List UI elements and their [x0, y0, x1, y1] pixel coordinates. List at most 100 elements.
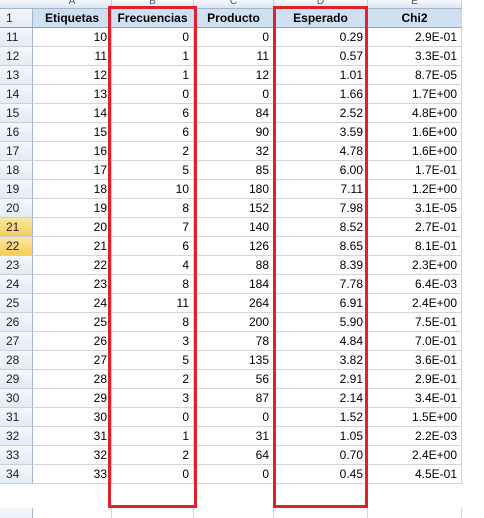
row-number[interactable]: 22 — [0, 237, 33, 256]
row-number[interactable]: 26 — [0, 313, 33, 332]
cell-chi2[interactable]: 4.8E+00 — [368, 104, 462, 123]
cell-chi2[interactable]: 1.2E+00 — [368, 180, 462, 199]
row-number[interactable]: 18 — [0, 161, 33, 180]
cell-chi2[interactable]: 3.1E-05 — [368, 199, 462, 218]
cell-etiquetas[interactable]: 18 — [33, 180, 112, 199]
cell-chi2[interactable]: 6.4E-03 — [368, 275, 462, 294]
header-producto[interactable]: Producto — [194, 9, 274, 28]
row-number[interactable] — [0, 508, 33, 518]
cell-etiquetas[interactable]: 31 — [33, 427, 112, 446]
cell-etiquetas[interactable]: 17 — [33, 161, 112, 180]
cell-etiquetas[interactable]: 15 — [33, 123, 112, 142]
table-cell[interactable] — [194, 508, 274, 518]
cell-etiquetas[interactable]: 19 — [33, 199, 112, 218]
cell-frecuencias[interactable]: 6 — [112, 237, 194, 256]
cell-etiquetas[interactable]: 13 — [33, 85, 112, 104]
cell-etiquetas[interactable]: 23 — [33, 275, 112, 294]
cell-producto[interactable]: 56 — [194, 370, 274, 389]
table-cell[interactable] — [33, 508, 112, 518]
row-number[interactable]: 32 — [0, 427, 33, 446]
cell-etiquetas[interactable]: 33 — [33, 465, 112, 484]
cell-frecuencias[interactable]: 0 — [112, 85, 194, 104]
cell-etiquetas[interactable]: 30 — [33, 408, 112, 427]
row-number[interactable]: 19 — [0, 180, 33, 199]
cell-producto[interactable]: 152 — [194, 199, 274, 218]
header-esperado[interactable]: Esperado — [274, 9, 368, 28]
cell-frecuencias[interactable]: 6 — [112, 123, 194, 142]
cell-producto[interactable]: 84 — [194, 104, 274, 123]
row-number[interactable]: 1 — [0, 9, 33, 28]
cell-frecuencias[interactable]: 0 — [112, 28, 194, 47]
cell-frecuencias[interactable]: 5 — [112, 351, 194, 370]
row-number[interactable]: 14 — [0, 85, 33, 104]
cell-chi2[interactable]: 1.7E+00 — [368, 85, 462, 104]
cell-producto[interactable]: 64 — [194, 446, 274, 465]
cell-frecuencias[interactable]: 1 — [112, 47, 194, 66]
cell-chi2[interactable]: 2.4E+00 — [368, 446, 462, 465]
cell-etiquetas[interactable]: 21 — [33, 237, 112, 256]
cell-chi2[interactable]: 1.6E+00 — [368, 123, 462, 142]
row-number[interactable]: 17 — [0, 142, 33, 161]
cell-etiquetas[interactable]: 12 — [33, 66, 112, 85]
row-number[interactable]: 11 — [0, 28, 33, 47]
cell-frecuencias[interactable]: 0 — [112, 465, 194, 484]
cell-producto[interactable]: 200 — [194, 313, 274, 332]
cell-producto[interactable]: 11 — [194, 47, 274, 66]
table-cell[interactable] — [112, 508, 194, 518]
cell-frecuencias[interactable]: 2 — [112, 446, 194, 465]
cell-producto[interactable]: 78 — [194, 332, 274, 351]
cell-producto[interactable]: 180 — [194, 180, 274, 199]
cell-etiquetas[interactable]: 29 — [33, 389, 112, 408]
cell-chi2[interactable]: 2.4E+00 — [368, 294, 462, 313]
cell-etiquetas[interactable]: 11 — [33, 47, 112, 66]
cell-chi2[interactable]: 3.3E-01 — [368, 47, 462, 66]
column-header-a[interactable]: A — [33, 0, 112, 8]
cell-producto[interactable]: 264 — [194, 294, 274, 313]
cell-frecuencias[interactable]: 3 — [112, 389, 194, 408]
cell-frecuencias[interactable]: 1 — [112, 66, 194, 85]
header-chi2[interactable]: Chi2 — [368, 9, 462, 28]
row-number[interactable]: 15 — [0, 104, 33, 123]
cell-chi2[interactable]: 2.2E-03 — [368, 427, 462, 446]
cell-producto[interactable]: 140 — [194, 218, 274, 237]
row-number[interactable]: 28 — [0, 351, 33, 370]
cell-chi2[interactable]: 2.7E-01 — [368, 218, 462, 237]
row-number[interactable]: 33 — [0, 446, 33, 465]
cell-frecuencias[interactable]: 7 — [112, 218, 194, 237]
row-number[interactable]: 13 — [0, 66, 33, 85]
cell-producto[interactable]: 32 — [194, 142, 274, 161]
cell-chi2[interactable]: 8.1E-01 — [368, 237, 462, 256]
column-header-c[interactable]: C — [194, 0, 274, 8]
row-number[interactable]: 31 — [0, 408, 33, 427]
cell-chi2[interactable]: 8.7E-05 — [368, 66, 462, 85]
cell-producto[interactable]: 85 — [194, 161, 274, 180]
cell-chi2[interactable]: 1.5E+00 — [368, 408, 462, 427]
row-number[interactable]: 27 — [0, 332, 33, 351]
cell-etiquetas[interactable]: 25 — [33, 313, 112, 332]
row-number[interactable]: 20 — [0, 199, 33, 218]
cell-frecuencias[interactable]: 4 — [112, 256, 194, 275]
cell-chi2[interactable]: 1.6E+00 — [368, 142, 462, 161]
cell-producto[interactable]: 12 — [194, 66, 274, 85]
cell-etiquetas[interactable]: 20 — [33, 218, 112, 237]
cell-producto[interactable]: 0 — [194, 85, 274, 104]
cell-chi2[interactable]: 1.7E-01 — [368, 161, 462, 180]
cell-frecuencias[interactable]: 3 — [112, 332, 194, 351]
cell-etiquetas[interactable]: 10 — [33, 28, 112, 47]
header-etiquetas[interactable]: Etiquetas — [33, 9, 112, 28]
cell-frecuencias[interactable]: 10 — [112, 180, 194, 199]
header-frecuencias[interactable]: Frecuencias — [112, 9, 194, 28]
row-number[interactable]: 24 — [0, 275, 33, 294]
table-cell[interactable] — [368, 508, 462, 518]
cell-frecuencias[interactable]: 0 — [112, 408, 194, 427]
cell-chi2[interactable]: 3.6E-01 — [368, 351, 462, 370]
cell-frecuencias[interactable]: 8 — [112, 313, 194, 332]
cell-frecuencias[interactable]: 11 — [112, 294, 194, 313]
cell-producto[interactable]: 88 — [194, 256, 274, 275]
cell-chi2[interactable]: 2.9E-01 — [368, 28, 462, 47]
cell-frecuencias[interactable]: 5 — [112, 161, 194, 180]
cell-chi2[interactable]: 4.5E-01 — [368, 465, 462, 484]
cell-producto[interactable]: 0 — [194, 28, 274, 47]
cell-etiquetas[interactable]: 24 — [33, 294, 112, 313]
cell-producto[interactable]: 184 — [194, 275, 274, 294]
